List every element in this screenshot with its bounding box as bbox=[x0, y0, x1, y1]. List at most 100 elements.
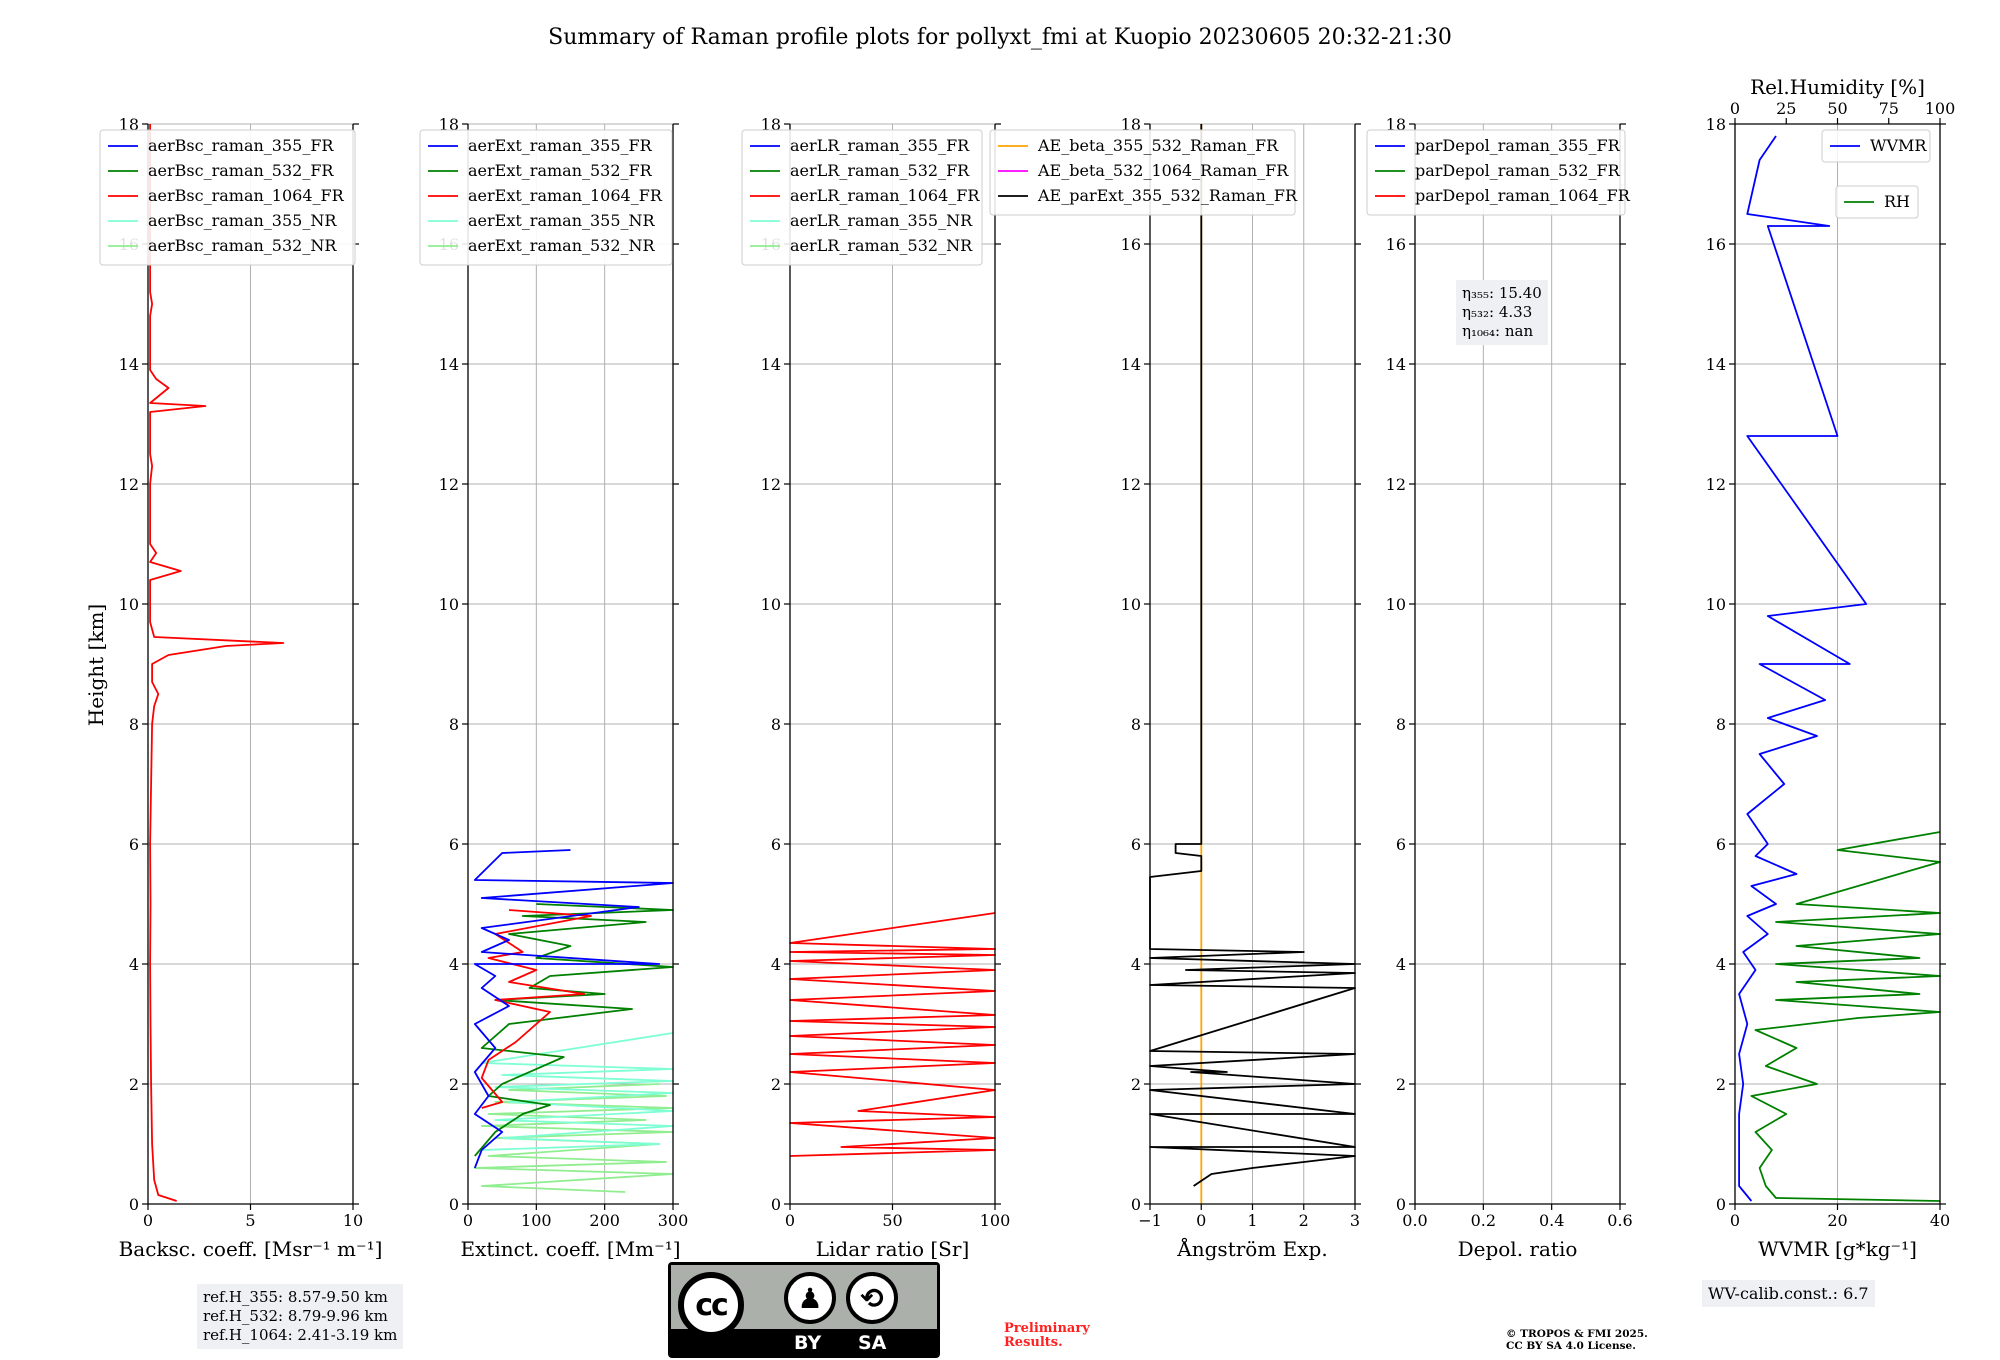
panel-3: 050100024681012141618Lidar ratio [Sr]aer… bbox=[741, 115, 1011, 1261]
y-tick-label: 4 bbox=[1396, 955, 1406, 974]
legend-entry-text: aerLR_raman_1064_FR bbox=[790, 186, 980, 205]
y-tick-label: 12 bbox=[761, 475, 781, 494]
refh-532: ref.H_532: 8.79-9.96 km bbox=[203, 1307, 388, 1325]
y-tick-label: 2 bbox=[1716, 1075, 1726, 1094]
legend-entry-text: aerBsc_raman_355_FR bbox=[148, 136, 334, 155]
y-tick-label: 0 bbox=[449, 1195, 459, 1214]
legend-entry-text: aerLR_raman_532_NR bbox=[790, 236, 973, 255]
cc-license-badge: cc ♟ ⟲ BY SA bbox=[668, 1262, 940, 1358]
y-tick-label: 14 bbox=[1121, 355, 1141, 374]
y-tick-label: 4 bbox=[771, 955, 781, 974]
series-aerBsc_raman_1064_FR bbox=[149, 124, 285, 1202]
copyright-line-2: CC BY SA 4.0 License. bbox=[1506, 1340, 1636, 1352]
x-tick-label: −1 bbox=[1138, 1211, 1162, 1230]
y-tick-label: 2 bbox=[449, 1075, 459, 1094]
preliminary-line-2: Results. bbox=[1004, 1335, 1063, 1350]
x-tick-label: 0 bbox=[143, 1211, 153, 1230]
x-tick-label: 40 bbox=[1930, 1211, 1950, 1230]
legend-entry-text: AE_parExt_355_532_Raman_FR bbox=[1037, 186, 1298, 205]
x-axis-label: Lidar ratio [Sr] bbox=[816, 1237, 970, 1261]
x-tick-label: 0.2 bbox=[1471, 1211, 1496, 1230]
x-tick-label: 100 bbox=[521, 1211, 552, 1230]
y-tick-label: 18 bbox=[439, 115, 459, 134]
y-tick-label: 8 bbox=[129, 715, 139, 734]
legend-entry-text: parDepol_raman_1064_FR bbox=[1415, 186, 1631, 205]
legend-entry-text: aerBsc_raman_532_NR bbox=[148, 236, 337, 255]
eta-1064: η₁₀₆₄: nan bbox=[1462, 322, 1534, 340]
legend-entry-text: aerBsc_raman_355_NR bbox=[148, 211, 337, 230]
panels: 0510024681012141618Backsc. coeff. [Msr⁻¹… bbox=[99, 75, 1955, 1261]
x-axis-label: Extinct. coeff. [Mm⁻¹] bbox=[460, 1237, 680, 1261]
cc-by-label: BY bbox=[794, 1332, 822, 1354]
copyright-note: © TROPOS & FMI 2025. CC BY SA 4.0 Licens… bbox=[1506, 1328, 1648, 1352]
y-tick-label: 10 bbox=[439, 595, 459, 614]
legend-entry-text: aerBsc_raman_532_FR bbox=[148, 161, 334, 180]
y-tick-label: 6 bbox=[449, 835, 459, 854]
x-tick-label: 0 bbox=[1730, 1211, 1740, 1230]
y-tick-label: 6 bbox=[1396, 835, 1406, 854]
y-tick-label: 6 bbox=[1716, 835, 1726, 854]
legend-entry-text: AE_beta_532_1064_Raman_FR bbox=[1037, 161, 1289, 180]
y-tick-label: 14 bbox=[439, 355, 459, 374]
y-tick-label: 8 bbox=[1131, 715, 1141, 734]
y-tick-label: 12 bbox=[119, 475, 139, 494]
legend-entry-text: aerExt_raman_355_NR bbox=[468, 211, 656, 230]
panel-1: 0510024681012141618Backsc. coeff. [Msr⁻¹… bbox=[99, 115, 382, 1261]
y-tick-label: 14 bbox=[1386, 355, 1406, 374]
x2-tick-label: 25 bbox=[1776, 99, 1796, 118]
legend-box-wvmr bbox=[1821, 129, 1931, 163]
legend-entry-text: RH bbox=[1884, 192, 1910, 211]
y-tick-label: 2 bbox=[1396, 1075, 1406, 1094]
series-WVMR bbox=[1738, 135, 1868, 1202]
y-tick-label: 8 bbox=[449, 715, 459, 734]
x-tick-label: 10 bbox=[343, 1211, 363, 1230]
x-tick-label: 5 bbox=[245, 1211, 255, 1230]
y-tick-label: 6 bbox=[129, 835, 139, 854]
y-axis-label: Height [km] bbox=[84, 604, 108, 726]
y-tick-label: 10 bbox=[119, 595, 139, 614]
x-tick-label: 0.6 bbox=[1607, 1211, 1632, 1230]
x2-tick-label: 0 bbox=[1730, 99, 1740, 118]
panel-2: 0100200300024681012141618Extinct. coeff.… bbox=[419, 115, 688, 1261]
x-tick-label: 2 bbox=[1299, 1211, 1309, 1230]
panel-5: 0.0 0.2 0.4 0.6 0 2 4 6 8 10 12 14 16 18 Depol. ratio p… bbox=[1366, 115, 1633, 1261]
legend-entry-text: aerExt_raman_532_NR bbox=[468, 236, 656, 255]
y-tick-label: 18 bbox=[1706, 115, 1726, 134]
series-aerLR_raman_1064_FR bbox=[789, 912, 996, 1157]
y-tick-label: 16 bbox=[1386, 235, 1406, 254]
legend-entry-text: aerBsc_raman_1064_FR bbox=[148, 186, 345, 205]
x-tick-label: 0.4 bbox=[1539, 1211, 1564, 1230]
x-tick-label: 100 bbox=[980, 1211, 1011, 1230]
y-tick-label: 4 bbox=[1131, 955, 1141, 974]
x2-axis-label: Rel.Humidity [%] bbox=[1750, 75, 1925, 99]
legend-entry-text: AE_beta_355_532_Raman_FR bbox=[1037, 136, 1279, 155]
legend-box bbox=[1366, 129, 1626, 216]
y-tick-label: 18 bbox=[761, 115, 781, 134]
y-tick-label: 2 bbox=[129, 1075, 139, 1094]
y-tick-label: 8 bbox=[771, 715, 781, 734]
reference-height-box: ref.H_355: 8.57-9.50 km ref.H_532: 8.79-… bbox=[197, 1284, 404, 1349]
y-tick-label: 4 bbox=[449, 955, 459, 974]
y-tick-label: 2 bbox=[1131, 1075, 1141, 1094]
y-tick-label: 12 bbox=[1706, 475, 1726, 494]
legend-entry-text: aerLR_raman_355_NR bbox=[790, 211, 973, 230]
y-tick-label: 18 bbox=[1386, 115, 1406, 134]
y-tick-label: 4 bbox=[129, 955, 139, 974]
y-tick-label: 0 bbox=[771, 1195, 781, 1214]
cc-logo-text: cc bbox=[695, 1287, 729, 1323]
y-tick-label: 12 bbox=[1386, 475, 1406, 494]
wv-calib-box: WV-calib.const.: 6.7 bbox=[1702, 1280, 1875, 1307]
y-tick-label: 6 bbox=[1131, 835, 1141, 854]
x-tick-label: 1 bbox=[1247, 1211, 1257, 1230]
legend-entry-text: aerLR_raman_355_FR bbox=[790, 136, 970, 155]
series-RH bbox=[1750, 831, 1941, 1202]
copyright-line-1: © TROPOS & FMI 2025. bbox=[1506, 1328, 1648, 1340]
y-tick-label: 10 bbox=[1386, 595, 1406, 614]
x-tick-label: 0.0 bbox=[1402, 1211, 1427, 1230]
cc-sa-label: SA bbox=[858, 1332, 887, 1354]
eta-355: η₃₅₅: 15.40 bbox=[1462, 284, 1542, 302]
legend-entry-text: WVMR bbox=[1870, 136, 1927, 155]
y-tick-label: 0 bbox=[1131, 1195, 1141, 1214]
